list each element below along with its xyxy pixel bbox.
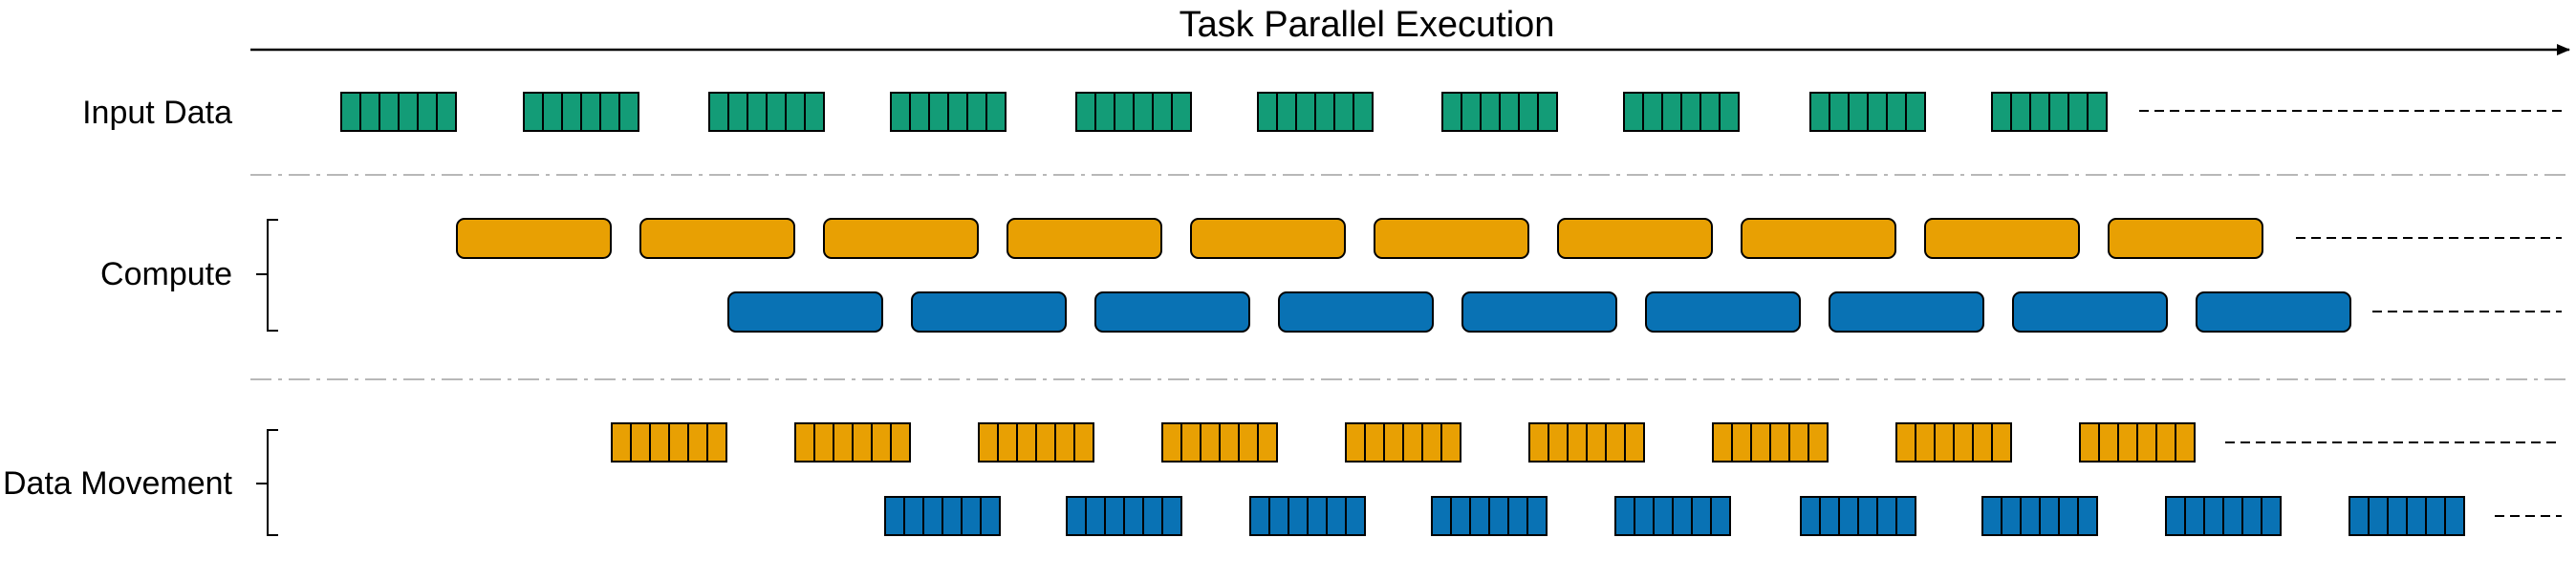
compute-orange-task	[1007, 218, 1162, 259]
data-movement-blue-blocks	[884, 496, 2465, 536]
input-data-block	[1075, 92, 1192, 132]
compute-blue-task	[2196, 291, 2351, 333]
data-movement-orange-block	[978, 422, 1094, 463]
compute-orange-task	[1557, 218, 1713, 259]
compute-blue-task	[1829, 291, 1984, 333]
input-data-block	[1809, 92, 1926, 132]
compute-orange-task	[1190, 218, 1346, 259]
input-data-block	[890, 92, 1007, 132]
row-label-input-data: Input Data	[82, 95, 232, 131]
compute-blue-task	[1094, 291, 1250, 333]
data-movement-orange-blocks	[611, 422, 2196, 463]
data-movement-blue-block	[1431, 496, 1548, 536]
compute-blue-task	[1278, 291, 1434, 333]
compute-orange-task	[639, 218, 795, 259]
data-movement-blue-block	[1066, 496, 1182, 536]
data-movement-blue-block	[1800, 496, 1916, 536]
input-data-block	[1257, 92, 1374, 132]
data-movement-orange-block	[1712, 422, 1829, 463]
compute-orange-task	[823, 218, 979, 259]
data-movement-orange-block	[1528, 422, 1645, 463]
data-movement-blue-block	[1981, 496, 2098, 536]
compute-blue-task	[1461, 291, 1617, 333]
input-data-blocks	[340, 92, 2108, 132]
data-movement-blue-block	[2349, 496, 2465, 536]
data-movement-orange-block	[1161, 422, 1278, 463]
compute-blue-task	[2012, 291, 2168, 333]
compute-orange-task	[1924, 218, 2080, 259]
compute-orange-task	[1374, 218, 1529, 259]
compute-orange-task	[456, 218, 612, 259]
input-data-block	[523, 92, 639, 132]
compute-blue-tasks	[727, 291, 2351, 333]
data-movement-blue-block	[1249, 496, 1366, 536]
data-movement-blue-block	[884, 496, 1001, 536]
compute-blue-task	[911, 291, 1067, 333]
input-data-block	[708, 92, 825, 132]
diagram-title: Task Parallel Execution	[1180, 5, 1555, 45]
compute-orange-task	[2108, 218, 2263, 259]
input-data-block	[1441, 92, 1558, 132]
data-movement-orange-block	[1895, 422, 2012, 463]
row-label-compute: Compute	[100, 256, 232, 292]
input-data-block	[1623, 92, 1740, 132]
compute-orange-tasks	[456, 218, 2263, 259]
compute-brace	[256, 219, 278, 332]
data-movement-brace	[256, 429, 278, 536]
data-movement-orange-block	[611, 422, 727, 463]
row-label-data-movement: Data Movement	[3, 465, 233, 502]
input-data-block	[1991, 92, 2108, 132]
compute-blue-task	[1645, 291, 1801, 333]
compute-orange-task	[1741, 218, 1896, 259]
data-movement-blue-block	[2165, 496, 2282, 536]
data-movement-orange-block	[1345, 422, 1461, 463]
data-movement-orange-block	[2079, 422, 2196, 463]
data-movement-orange-block	[794, 422, 911, 463]
input-data-block	[340, 92, 457, 132]
data-movement-blue-block	[1614, 496, 1731, 536]
compute-blue-task	[727, 291, 883, 333]
